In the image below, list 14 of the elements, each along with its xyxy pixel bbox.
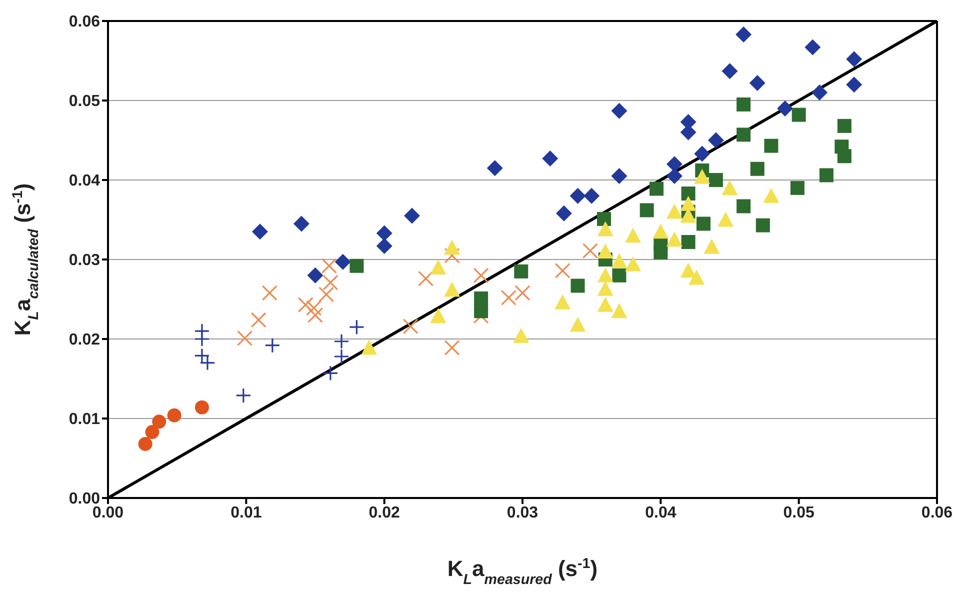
x-tick-label: 0.06 [921, 504, 953, 522]
y-tick-label: 0.04 [68, 172, 100, 190]
x-tick-label: 0.05 [783, 504, 815, 522]
y-tick-label: 0.01 [68, 411, 100, 428]
x-tick-label: 0.02 [368, 504, 400, 522]
x-tick-label: 0.01 [230, 504, 262, 522]
x-tick-label: 0.03 [506, 504, 538, 522]
x-tick-label: 0.04 [645, 504, 676, 522]
y-tick-label: 0.02 [68, 332, 100, 349]
x-axis-title: K$_{L}$a$_{measured}$ (s$^{-1}$) [447, 556, 598, 588]
y-tick-label: 0.05 [68, 93, 100, 110]
y-tick-label: 0.03 [68, 252, 100, 270]
x-tick-label: 0.00 [92, 504, 124, 522]
y-tick-label: 0.06 [68, 14, 100, 31]
